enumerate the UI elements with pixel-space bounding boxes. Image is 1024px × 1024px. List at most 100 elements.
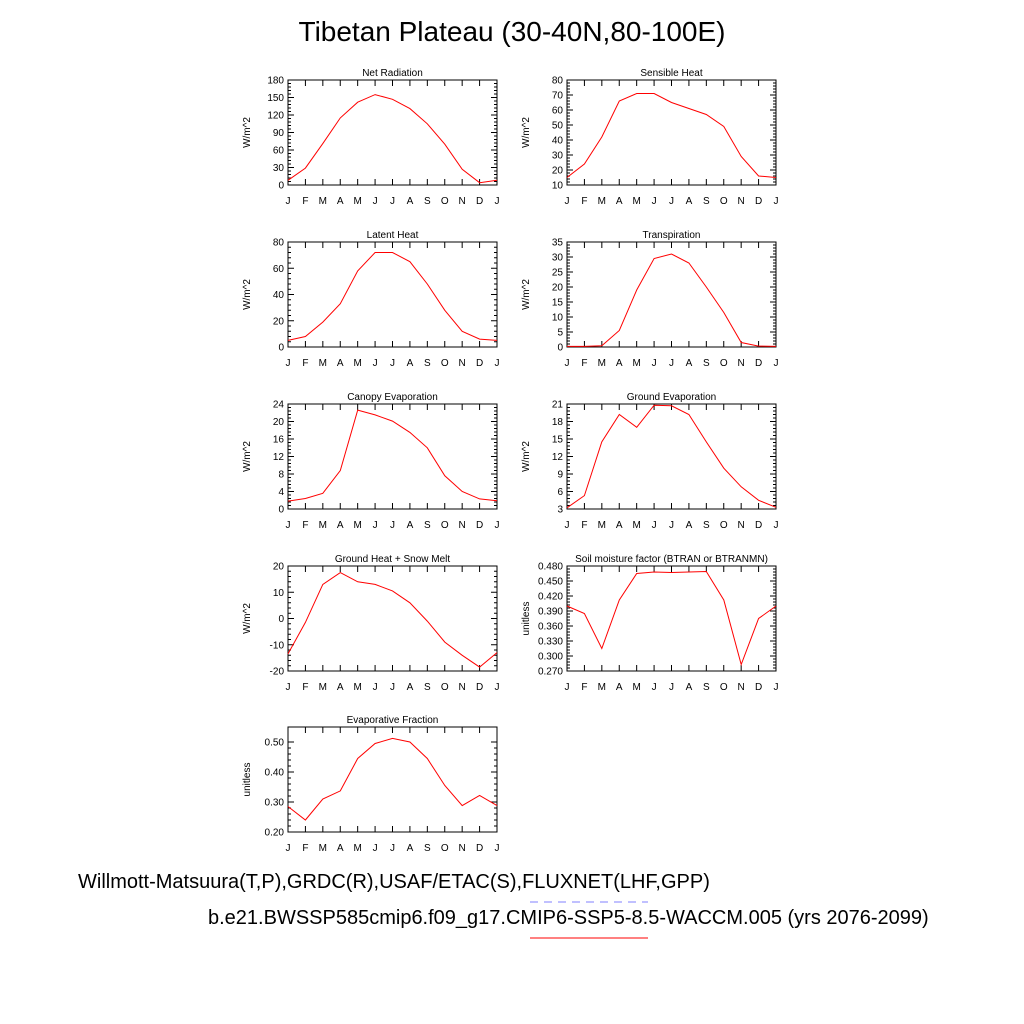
x-tick-label: N: [459, 196, 466, 207]
x-tick-label: M: [319, 682, 327, 693]
plot-frame: [566, 241, 777, 348]
panel-title: Latent Heat: [367, 230, 419, 241]
x-tick-label: N: [738, 196, 745, 207]
x-tick-label: F: [302, 196, 308, 207]
x-tick-label: D: [476, 358, 483, 369]
y-tick-label: 0.40: [265, 768, 285, 779]
x-tick-label: D: [755, 358, 762, 369]
x-tick-label: A: [686, 196, 693, 207]
y-tick-label: 60: [552, 106, 564, 117]
series-line: [566, 570, 777, 667]
x-tick-label: M: [632, 196, 640, 207]
y-tick-label: 6: [557, 487, 563, 498]
panel-title: Canopy Evaporation: [347, 392, 438, 403]
y-tick-label: 0.480: [538, 562, 563, 573]
x-tick-label: M: [353, 358, 361, 369]
y-tick-label: -10: [270, 640, 285, 651]
x-tick-label: M: [353, 196, 361, 207]
y-tick-label: 18: [552, 417, 564, 428]
x-tick-label: O: [441, 682, 449, 693]
x-tick-label: F: [581, 520, 587, 531]
y-tick-label: 5: [557, 328, 563, 339]
x-tick-label: N: [459, 843, 466, 854]
x-tick-label: F: [302, 520, 308, 531]
x-tick-label: N: [459, 520, 466, 531]
x-tick-label: F: [581, 682, 587, 693]
x-tick-label: J: [669, 358, 674, 369]
x-tick-label: J: [652, 520, 657, 531]
x-tick-label: S: [703, 358, 710, 369]
x-tick-label: M: [632, 682, 640, 693]
x-tick-label: J: [390, 682, 395, 693]
x-tick-label: J: [286, 520, 291, 531]
x-tick-label: J: [286, 358, 291, 369]
y-tick-label: 30: [552, 151, 564, 162]
observations-footer: Willmott-Matsuura(T,P),GRDC(R),USAF/ETAC…: [78, 871, 710, 893]
x-tick-label: M: [319, 520, 327, 531]
y-tick-label: 0: [557, 343, 563, 354]
y-tick-label: 0.20: [265, 828, 285, 839]
y-tick-label: 0.360: [538, 622, 563, 633]
x-tick-label: J: [373, 358, 378, 369]
y-tick-label: 21: [552, 400, 564, 411]
x-tick-label: J: [565, 358, 570, 369]
y-tick-label: 40: [273, 290, 285, 301]
x-tick-label: J: [652, 196, 657, 207]
x-tick-label: D: [755, 682, 762, 693]
y-axis-label: unitless: [521, 602, 532, 636]
x-tick-label: D: [755, 196, 762, 207]
y-tick-label: 8: [278, 470, 284, 481]
y-tick-label: 0: [278, 181, 284, 192]
x-tick-label: A: [337, 358, 344, 369]
x-tick-label: D: [476, 682, 483, 693]
y-axis-label: W/m^2: [521, 441, 532, 472]
x-tick-label: A: [616, 196, 623, 207]
y-tick-label: 16: [273, 435, 285, 446]
x-tick-label: A: [407, 843, 414, 854]
y-tick-label: 0: [278, 343, 284, 354]
x-tick-label: A: [616, 358, 623, 369]
y-tick-label: 12: [552, 452, 564, 463]
x-tick-label: J: [286, 196, 291, 207]
y-tick-label: 0: [278, 505, 284, 516]
x-tick-label: J: [565, 196, 570, 207]
x-tick-label: J: [390, 196, 395, 207]
x-tick-label: J: [390, 843, 395, 854]
x-tick-label: A: [337, 843, 344, 854]
x-tick-label: A: [616, 520, 623, 531]
y-tick-label: 60: [273, 264, 285, 275]
y-axis-label: W/m^2: [521, 279, 532, 310]
x-tick-label: J: [495, 843, 500, 854]
x-tick-label: J: [495, 196, 500, 207]
y-axis-label: W/m^2: [242, 117, 253, 148]
x-tick-label: A: [407, 358, 414, 369]
y-tick-label: -20: [270, 667, 285, 678]
x-tick-label: M: [598, 358, 606, 369]
y-tick-label: 150: [267, 93, 284, 104]
x-tick-label: M: [632, 358, 640, 369]
x-tick-label: N: [459, 682, 466, 693]
y-tick-label: 12: [273, 452, 285, 463]
x-tick-label: O: [441, 358, 449, 369]
series-line: [287, 252, 498, 341]
x-tick-label: J: [669, 682, 674, 693]
x-tick-label: F: [302, 358, 308, 369]
x-tick-label: D: [476, 196, 483, 207]
x-tick-label: J: [652, 358, 657, 369]
y-axis-label: W/m^2: [242, 603, 253, 634]
y-tick-label: 30: [552, 253, 564, 264]
x-tick-label: J: [774, 196, 779, 207]
x-tick-label: A: [407, 520, 414, 531]
series-line: [287, 409, 498, 502]
y-tick-label: 25: [552, 268, 564, 279]
y-tick-label: 9: [557, 470, 563, 481]
series-line: [287, 737, 498, 821]
x-tick-label: F: [581, 196, 587, 207]
x-tick-label: A: [407, 682, 414, 693]
y-tick-label: 0.450: [538, 577, 563, 588]
x-tick-label: O: [441, 843, 449, 854]
x-tick-label: A: [407, 196, 414, 207]
